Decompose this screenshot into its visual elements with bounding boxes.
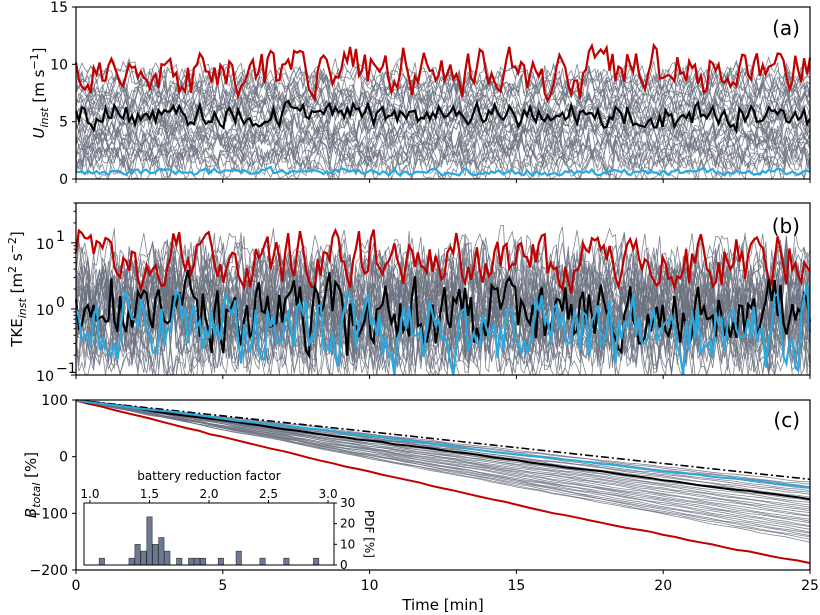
inset-bar <box>235 550 242 566</box>
inset-bar <box>259 557 266 566</box>
inset-ticks: 1.0 1.5 2.0 2.5 3.0 0 10 20 30 <box>80 487 355 572</box>
series-min-line <box>74 283 812 376</box>
ensemble-line <box>75 399 811 527</box>
panel-c-xlabel: Time [min] <box>401 596 483 614</box>
inset-xtick-label: 1.5 <box>140 487 159 501</box>
xtick-label: 15 <box>507 578 525 594</box>
panel-c-frame <box>75 399 811 571</box>
inset-bar <box>158 537 165 566</box>
inset-xtick-label: 2.0 <box>199 487 218 501</box>
inset-bar <box>188 557 195 566</box>
ytick-label: 15 <box>50 0 68 16</box>
ytick-label: 10 <box>36 237 54 253</box>
ytick-label: 5 <box>59 115 68 131</box>
inset-bars <box>98 516 320 566</box>
ensemble-line <box>75 112 811 156</box>
inset-title: battery reduction factor <box>137 469 281 483</box>
panel-a-yticks: 0 5 10 15 <box>50 0 811 188</box>
ensemble-line <box>75 81 811 122</box>
ytick-label: 0 <box>59 172 68 188</box>
inset-bar <box>194 557 201 566</box>
inset-ytick-label: 10 <box>340 537 355 551</box>
xtick-label: 0 <box>72 578 81 594</box>
xtick-label: 25 <box>801 578 819 594</box>
inset-bar <box>152 544 159 566</box>
xtick-label: 10 <box>361 578 379 594</box>
ytick-label: 10 <box>36 303 54 319</box>
panel-a-frame <box>75 6 811 180</box>
series-max-line <box>74 227 811 294</box>
inset-bar <box>164 550 171 566</box>
inset-bar <box>140 550 147 566</box>
series-theoretical-line <box>75 399 811 481</box>
inset-bar <box>200 557 207 566</box>
inset-bar <box>176 557 183 566</box>
inset-ytick-label: 20 <box>340 517 355 531</box>
xtick-label: 5 <box>218 578 227 594</box>
series-min-line <box>75 399 811 489</box>
inset-bar <box>283 557 290 566</box>
ensemble-line <box>75 59 811 103</box>
inset-bar <box>98 557 105 566</box>
ensemble-line <box>75 227 811 317</box>
ensemble-line <box>75 74 811 114</box>
ensemble-line <box>75 56 811 102</box>
inset-histogram: 1.0 1.5 2.0 2.5 3.0 0 10 20 30 battery reduction… <box>80 469 376 572</box>
panel-c-ylabel: Btotal [%] <box>22 452 43 518</box>
inset-bar <box>134 544 141 566</box>
panel-a-lines <box>74 42 812 181</box>
ytick-label: −200 <box>30 563 68 579</box>
inset-ytick-label: 0 <box>340 558 348 572</box>
ytick-label: 10 <box>50 57 68 73</box>
ensemble-line <box>75 67 811 109</box>
panel-b-label: (b) <box>772 214 800 238</box>
series-max-line <box>75 399 811 565</box>
panel-b-ylabel: TKEinst [m2 s−2] <box>6 231 29 347</box>
ensemble-line <box>75 399 811 520</box>
inset-bar <box>217 557 224 566</box>
panel-c-label: (c) <box>773 408 800 432</box>
ensemble-line <box>75 105 811 147</box>
ytick-label: 0 <box>59 450 68 466</box>
inset-ylabel: PDF [%] <box>362 510 376 558</box>
ytick-exponent: 1 <box>56 229 65 245</box>
series-mean-line <box>75 399 811 501</box>
inset-xtick-label: 2.5 <box>259 487 278 501</box>
ensemble-line <box>75 399 811 508</box>
inset-xtick-label: 3.0 <box>319 487 338 501</box>
inset-xtick-label: 1.0 <box>80 487 99 501</box>
ytick-exponent: −1 <box>56 361 77 377</box>
panel-a-label: (a) <box>772 16 800 40</box>
series-max-line <box>74 42 812 104</box>
panel-c-lines <box>75 399 811 565</box>
ensemble-line <box>75 399 811 516</box>
ensemble-line <box>75 130 811 169</box>
xtick-label: 20 <box>654 578 672 594</box>
ensemble-line <box>75 133 811 175</box>
inset-ytick-label: 30 <box>340 496 355 510</box>
ensemble-line <box>75 100 811 142</box>
inset-bar <box>128 557 135 566</box>
ytick-exponent: 0 <box>56 295 65 311</box>
panel-a: 0 5 10 15 (a) Uinst [m s−1] <box>28 0 812 188</box>
series-min-line <box>75 165 811 178</box>
inset-background <box>84 503 334 565</box>
ytick-label: 100 <box>41 393 68 409</box>
ytick-label: 10 <box>36 369 54 385</box>
inset-bar <box>146 516 153 566</box>
ytick-label: −100 <box>30 506 68 522</box>
panel-b-lines <box>74 225 812 377</box>
panel-a-ylabel: Uinst [m s−1] <box>28 48 51 139</box>
series-mean-line <box>74 99 811 135</box>
inset-bar <box>313 557 320 566</box>
